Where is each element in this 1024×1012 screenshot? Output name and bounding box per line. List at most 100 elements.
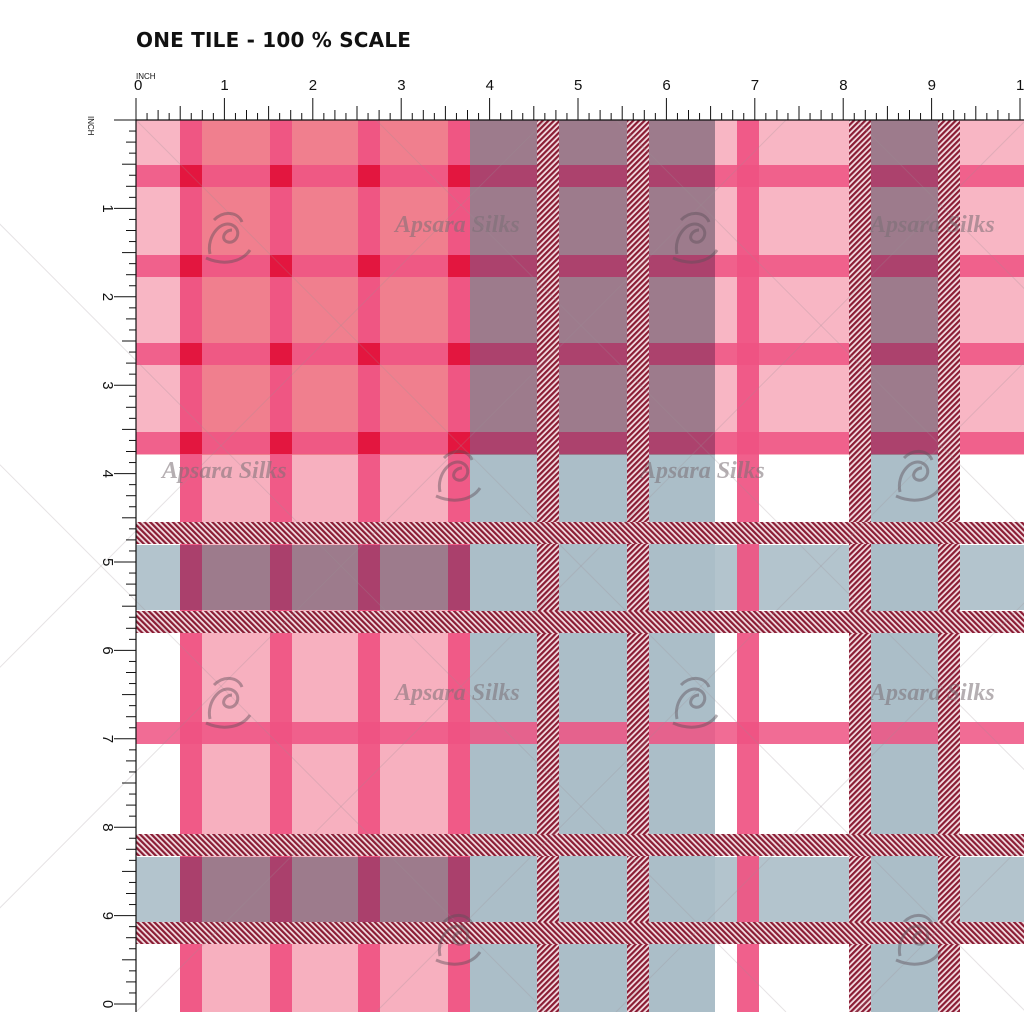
swan-logo-stroke (205, 212, 252, 264)
deep-crossing (448, 857, 470, 922)
left-ruler-label: 1 (99, 204, 116, 212)
stripe-crossing (448, 255, 470, 277)
deep-band-overlap-right (870, 343, 960, 365)
deep-crossing (180, 857, 202, 922)
hatched-horizontal-stripe (136, 611, 1024, 633)
tile-scale-title: ONE TILE - 100 % SCALE (136, 28, 412, 52)
stripe-crossing (448, 343, 470, 365)
stripe-crossing (180, 165, 202, 187)
left-ruler-label: 9 (99, 912, 116, 920)
swan-logo (895, 450, 942, 502)
watermark-text: Apsara Silks (638, 458, 765, 484)
watermark-text: Apsara Silks (868, 680, 995, 706)
watermark-line (0, 223, 787, 1012)
watermark-text: Apsara Silks (393, 212, 520, 238)
deep-crossing (358, 857, 380, 922)
top-inch-ruler: 0 1 2 3 4 5 6 7 8 9 10 INCH (134, 72, 1024, 121)
hatched-horizontal-stripe (136, 922, 1024, 944)
watermark-text: Apsara Silks (393, 680, 520, 706)
top-ruler-label: 6 (662, 77, 670, 94)
deep-band-overlap (470, 432, 715, 454)
stripe-crossing (358, 432, 380, 454)
watermark-line (855, 842, 1024, 1012)
stripe-crossing (180, 343, 202, 365)
deep-crossing (270, 857, 292, 922)
stripe-crossing (270, 432, 292, 454)
swan-logo (672, 212, 719, 264)
plaid-fabric (136, 120, 1024, 1012)
stripe-crossing (180, 432, 202, 454)
left-ruler-label: 6 (99, 646, 116, 654)
swan-logo (895, 914, 942, 966)
deep-band-overlap (470, 343, 715, 365)
watermark-text: Apsara Silks (160, 458, 287, 484)
watermark-line (135, 121, 1024, 1012)
left-ruler-label: 7 (99, 735, 116, 743)
left-ruler-label: 2 (99, 293, 116, 301)
stripe-crossing (270, 343, 292, 365)
deep-band-overlap (470, 255, 715, 277)
stripe-crossing (358, 165, 380, 187)
top-ruler-label: 0 (134, 77, 142, 94)
hatched-vertical-stripe (537, 120, 559, 1012)
swan-logo-stroke (895, 450, 942, 502)
top-ruler-label: 4 (486, 77, 494, 94)
watermark-line (855, 119, 1024, 290)
deep-band-overlap-right (870, 255, 960, 277)
stripe-crossing (358, 343, 380, 365)
top-ruler-label: 7 (751, 77, 759, 94)
left-ruler-label: 3 (99, 381, 116, 389)
watermark-line (0, 119, 787, 909)
hatched-vertical-stripe (938, 120, 960, 1012)
swan-logo (435, 450, 482, 502)
swan-logo (205, 677, 252, 729)
deep-crossing (180, 545, 202, 610)
hatched-vertical-stripe (627, 120, 649, 1012)
stripe-crossing (270, 255, 292, 277)
deep-crossing (270, 545, 292, 610)
left-ruler-unit: INCH (86, 116, 95, 136)
deep-band-overlap (470, 165, 715, 187)
hatched-vertical-stripe (849, 120, 871, 1012)
top-ruler-label: 10 (1016, 77, 1024, 94)
watermark-text: Apsara Silks (868, 212, 995, 238)
deep-crossing (358, 545, 380, 610)
hatched-horizontal-stripe (136, 834, 1024, 856)
left-ruler-label: 4 (99, 470, 116, 478)
stripe-crossing (448, 165, 470, 187)
blue-pink-overlap (180, 545, 470, 610)
top-ruler-label: 2 (309, 77, 317, 94)
left-ruler-label: 5 (99, 558, 116, 566)
watermark-line (375, 119, 1024, 771)
hatched-horizontal-stripe (136, 522, 1024, 544)
watermark-line (0, 119, 547, 668)
pink-vertical-stripe (737, 120, 759, 1012)
top-ruler-label: 8 (839, 77, 847, 94)
deep-crossing (448, 545, 470, 610)
swan-logo-stroke (672, 212, 719, 264)
top-ruler-label: 9 (928, 77, 936, 94)
swan-logo-stroke (435, 450, 482, 502)
left-ruler-label: 0 (99, 1000, 116, 1008)
watermark-line (615, 602, 1024, 1012)
watermark-line (0, 464, 547, 1012)
left-inch-ruler: 1 2 3 4 5 6 7 8 9 0 INCH (86, 116, 137, 1012)
swan-logo-stroke (895, 914, 942, 966)
swan-logo-stroke (672, 677, 719, 729)
stripe-crossing (270, 165, 292, 187)
swan-logo (672, 677, 719, 729)
top-ruler-label: 3 (397, 77, 405, 94)
top-ruler-label: 1 (220, 77, 228, 94)
top-ruler-unit: INCH (136, 72, 156, 81)
blue-pink-overlap-lower (180, 857, 470, 922)
deep-band-overlap-right (870, 432, 960, 454)
swan-logo (205, 212, 252, 264)
top-ruler-label: 5 (574, 77, 582, 94)
swan-logo-stroke (205, 677, 252, 729)
swan-logo-stroke (435, 914, 482, 966)
watermark-line (375, 361, 1024, 1012)
watermark-line (615, 119, 1024, 530)
watermark-line (135, 119, 1024, 1011)
pink-horizontal-stripe (136, 722, 1024, 744)
